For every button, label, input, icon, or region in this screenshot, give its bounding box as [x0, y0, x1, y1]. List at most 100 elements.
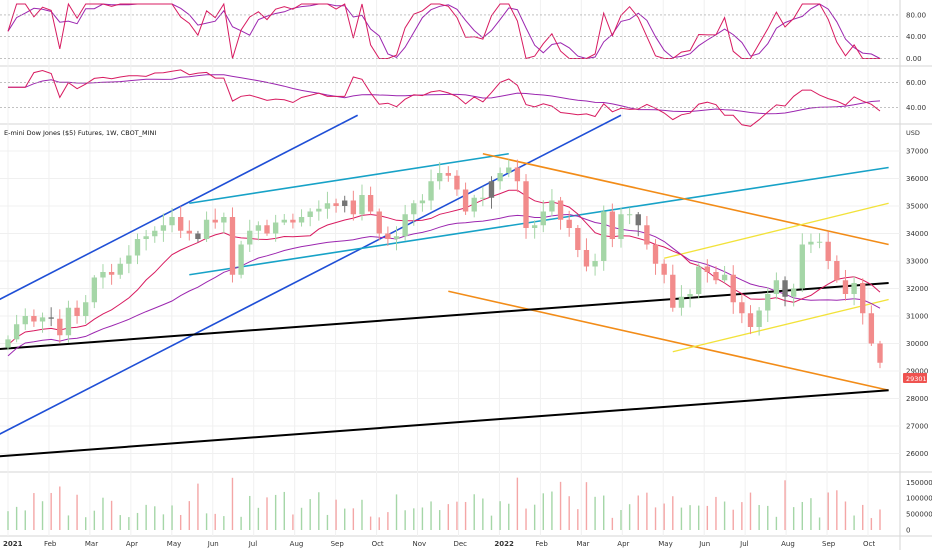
- volume-bar: [749, 492, 752, 530]
- volume-bar: [231, 477, 234, 530]
- candle-body: [195, 233, 201, 239]
- volume-bar: [136, 512, 139, 530]
- volume-bar: [611, 517, 614, 530]
- black-support-lower: [0, 389, 889, 458]
- candle-body: [350, 200, 357, 215]
- price-tick-label: 34000: [906, 230, 928, 238]
- oscillator-1-pane: [7, 2, 881, 60]
- volume-bar: [853, 515, 855, 530]
- oscillator-2-pane: [8, 69, 881, 127]
- candle-body: [186, 230, 192, 234]
- candle-body: [592, 261, 598, 267]
- volume-bar: [171, 505, 173, 530]
- candle-body: [860, 283, 866, 314]
- chart-title: E-mini Dow Jones ($5) Futures, 1W, CBOT_…: [4, 129, 156, 137]
- candle-body: [531, 225, 538, 228]
- candle-body: [419, 200, 426, 204]
- volume-bar: [447, 504, 450, 530]
- candle-body: [134, 239, 141, 256]
- osc2-tick-label: 40.00: [906, 104, 926, 112]
- time-tick-label: 2021: [3, 540, 23, 548]
- time-tick-label: Jun: [207, 540, 219, 548]
- candle-body: [540, 211, 546, 226]
- candle-body: [488, 181, 495, 198]
- candle-body: [557, 200, 564, 220]
- candle-body: [91, 277, 98, 303]
- price-tick-label: 29000: [906, 368, 928, 376]
- time-tick-label: Nov: [413, 540, 427, 548]
- blue-trendline-upper: [0, 114, 359, 301]
- candle-body: [549, 200, 555, 212]
- candle-body: [298, 217, 305, 223]
- candle-body: [842, 280, 849, 294]
- oscillator-1-main-line: [7, 2, 880, 60]
- volume-bar: [378, 517, 380, 530]
- volume-bar: [318, 492, 320, 530]
- volume-bar: [741, 502, 743, 530]
- volume-bar: [792, 507, 795, 530]
- time-tick-label: Oct: [372, 540, 384, 548]
- price-tick-label: 32000: [906, 285, 928, 293]
- candle-body: [601, 211, 607, 261]
- volume-bar: [758, 505, 760, 530]
- candle-body: [264, 225, 270, 234]
- candle-body: [13, 324, 20, 340]
- volume-bar: [801, 501, 803, 530]
- price-tick-label: 33000: [906, 258, 928, 266]
- candle-body: [83, 302, 89, 316]
- volume-bar: [784, 480, 786, 530]
- candle-body: [31, 316, 37, 322]
- candle-body: [523, 181, 529, 228]
- volume-bar: [646, 492, 648, 530]
- candle-body: [782, 280, 788, 297]
- candle-body: [359, 195, 365, 215]
- volume-bar: [197, 483, 199, 530]
- volume-bar: [516, 477, 519, 530]
- volume-bar: [76, 494, 78, 530]
- volume-bar: [551, 491, 553, 530]
- volume-bar: [93, 510, 96, 530]
- time-tick-label: Jul: [248, 540, 258, 548]
- candle-body: [626, 214, 633, 216]
- candle-body: [851, 283, 857, 294]
- candle-body: [324, 203, 331, 209]
- candle-body: [281, 219, 287, 223]
- candle-body: [739, 302, 745, 314]
- price-unit-label: USD: [906, 129, 920, 137]
- volume-bar: [499, 501, 501, 530]
- volume-bar: [67, 515, 70, 530]
- candle-body: [670, 274, 676, 308]
- time-tick-label: May: [658, 540, 672, 548]
- volume-bar: [128, 517, 130, 530]
- volume-bar: [473, 494, 475, 530]
- candle-body: [316, 208, 322, 212]
- time-tick-label: 2022: [494, 540, 514, 548]
- candle-body: [834, 261, 840, 281]
- volume-bar: [188, 501, 191, 530]
- volume-bar: [50, 492, 52, 530]
- volume-bar: [162, 514, 165, 530]
- candle-body: [160, 225, 167, 231]
- candle-body: [367, 195, 374, 212]
- volume-bar: [490, 515, 493, 530]
- candle-body: [255, 225, 262, 231]
- candle-body: [773, 280, 780, 294]
- candle-body: [342, 200, 348, 206]
- volume-bar: [300, 507, 303, 530]
- volume-bar: [620, 509, 622, 530]
- volume-bar: [421, 507, 424, 530]
- candle-body: [696, 266, 702, 294]
- candle-body: [117, 263, 123, 275]
- time-tick-label: Feb: [44, 540, 57, 548]
- oscillator-2-signal-line: [8, 74, 881, 115]
- volume-bar: [24, 510, 26, 530]
- volume-bar: [697, 505, 700, 530]
- volume-bar: [361, 499, 363, 530]
- volume-bar: [41, 501, 44, 530]
- time-tick-label: Aug: [781, 540, 795, 548]
- volume-bar: [464, 501, 467, 530]
- volume-bar: [110, 500, 113, 530]
- candle-body: [747, 313, 754, 327]
- candle-body: [100, 272, 106, 278]
- candle-body: [652, 244, 659, 264]
